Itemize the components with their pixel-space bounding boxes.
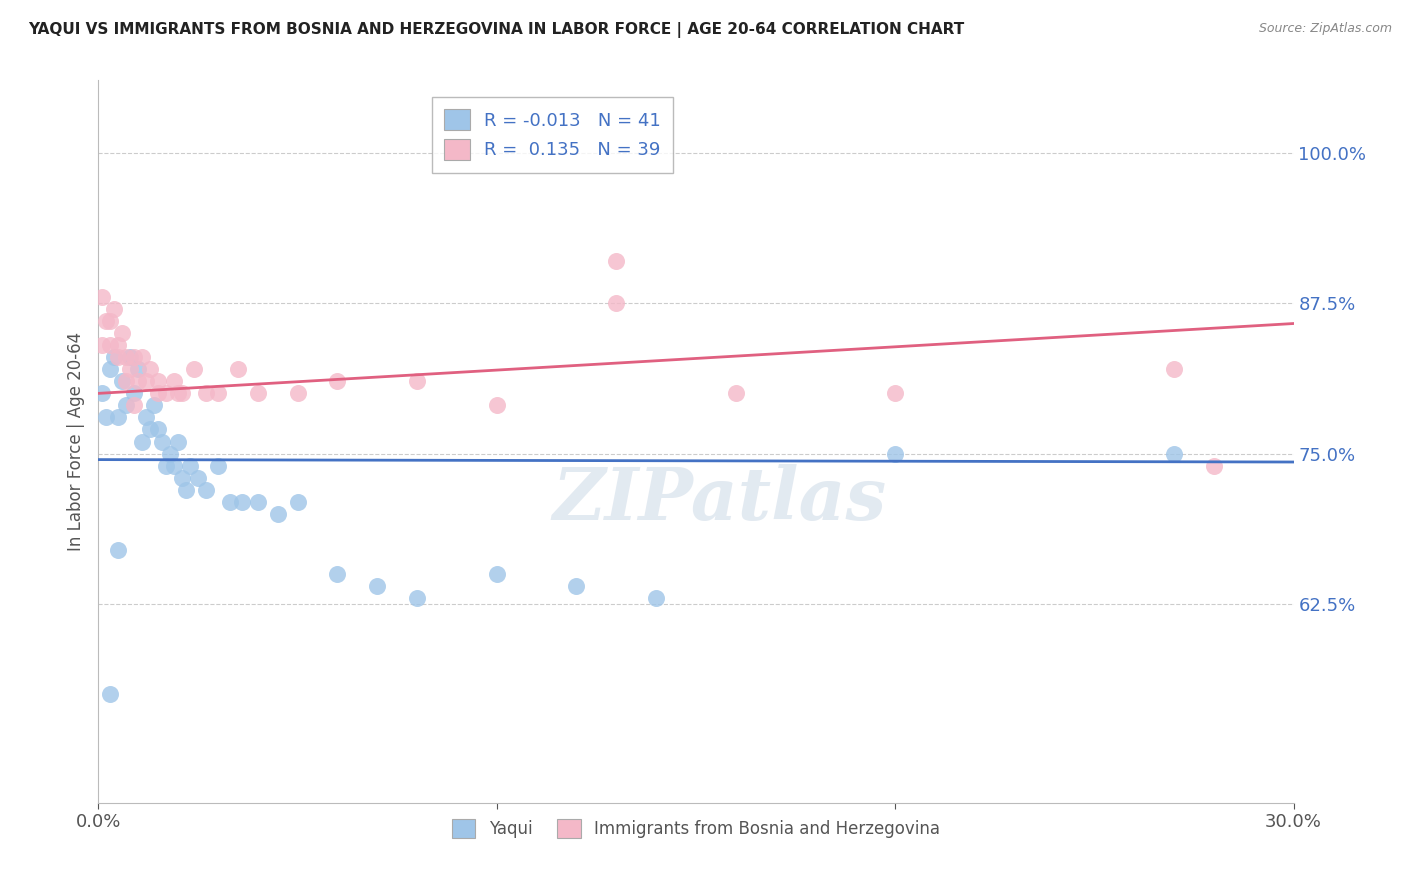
Point — [207, 458, 229, 473]
Point — [884, 446, 907, 460]
Point — [115, 351, 138, 365]
Point — [155, 386, 177, 401]
Point — [724, 386, 747, 401]
Point — [127, 362, 149, 376]
Point — [207, 386, 229, 401]
Text: ZIPatlas: ZIPatlas — [553, 464, 887, 535]
Point — [124, 351, 146, 365]
Point — [120, 351, 142, 365]
Point — [195, 483, 218, 497]
Y-axis label: In Labor Force | Age 20-64: In Labor Force | Age 20-64 — [66, 332, 84, 551]
Point — [163, 374, 186, 388]
Point — [111, 374, 134, 388]
Point — [98, 362, 122, 376]
Point — [148, 423, 170, 437]
Point — [107, 410, 129, 425]
Point — [96, 410, 118, 425]
Point — [287, 494, 309, 508]
Point — [103, 301, 125, 317]
Point — [150, 434, 173, 449]
Point — [605, 253, 627, 268]
Point — [163, 458, 186, 473]
Point — [124, 398, 146, 412]
Text: YAQUI VS IMMIGRANTS FROM BOSNIA AND HERZEGOVINA IN LABOR FORCE | AGE 20-64 CORRE: YAQUI VS IMMIGRANTS FROM BOSNIA AND HERZ… — [28, 22, 965, 38]
Point — [565, 579, 588, 593]
Point — [326, 567, 349, 582]
Point — [406, 374, 429, 388]
Point — [107, 351, 129, 365]
Point — [167, 434, 190, 449]
Point — [179, 458, 201, 473]
Point — [287, 386, 309, 401]
Point — [267, 507, 290, 521]
Point — [1202, 458, 1225, 473]
Point — [148, 374, 170, 388]
Text: Source: ZipAtlas.com: Source: ZipAtlas.com — [1258, 22, 1392, 36]
Point — [1163, 362, 1185, 376]
Point — [485, 567, 508, 582]
Point — [174, 483, 197, 497]
Point — [115, 374, 138, 388]
Point — [111, 326, 134, 341]
Point — [183, 362, 205, 376]
Point — [131, 351, 153, 365]
Point — [246, 386, 269, 401]
Point — [107, 338, 129, 352]
Point — [406, 591, 429, 605]
Point — [91, 290, 114, 304]
Legend: Yaqui, Immigrants from Bosnia and Herzegovina: Yaqui, Immigrants from Bosnia and Herzeg… — [446, 813, 946, 845]
Point — [148, 386, 170, 401]
Point — [159, 446, 181, 460]
Point — [135, 410, 157, 425]
Point — [219, 494, 242, 508]
Point — [103, 351, 125, 365]
Point — [155, 458, 177, 473]
Point — [366, 579, 388, 593]
Point — [135, 374, 157, 388]
Point — [127, 374, 149, 388]
Point — [107, 542, 129, 557]
Point — [98, 314, 122, 328]
Point — [485, 398, 508, 412]
Point — [91, 338, 114, 352]
Point — [96, 314, 118, 328]
Point — [131, 434, 153, 449]
Point — [143, 398, 166, 412]
Point — [1163, 446, 1185, 460]
Point — [246, 494, 269, 508]
Point — [167, 386, 190, 401]
Point — [115, 398, 138, 412]
Point — [98, 338, 122, 352]
Point — [120, 362, 142, 376]
Point — [124, 386, 146, 401]
Point — [645, 591, 668, 605]
Point — [98, 687, 122, 701]
Point — [172, 471, 194, 485]
Point — [187, 471, 209, 485]
Point — [231, 494, 253, 508]
Point — [195, 386, 218, 401]
Point — [91, 386, 114, 401]
Point — [326, 374, 349, 388]
Point — [139, 362, 162, 376]
Point — [139, 423, 162, 437]
Point — [226, 362, 249, 376]
Point — [172, 386, 194, 401]
Point — [884, 386, 907, 401]
Point — [605, 296, 627, 310]
